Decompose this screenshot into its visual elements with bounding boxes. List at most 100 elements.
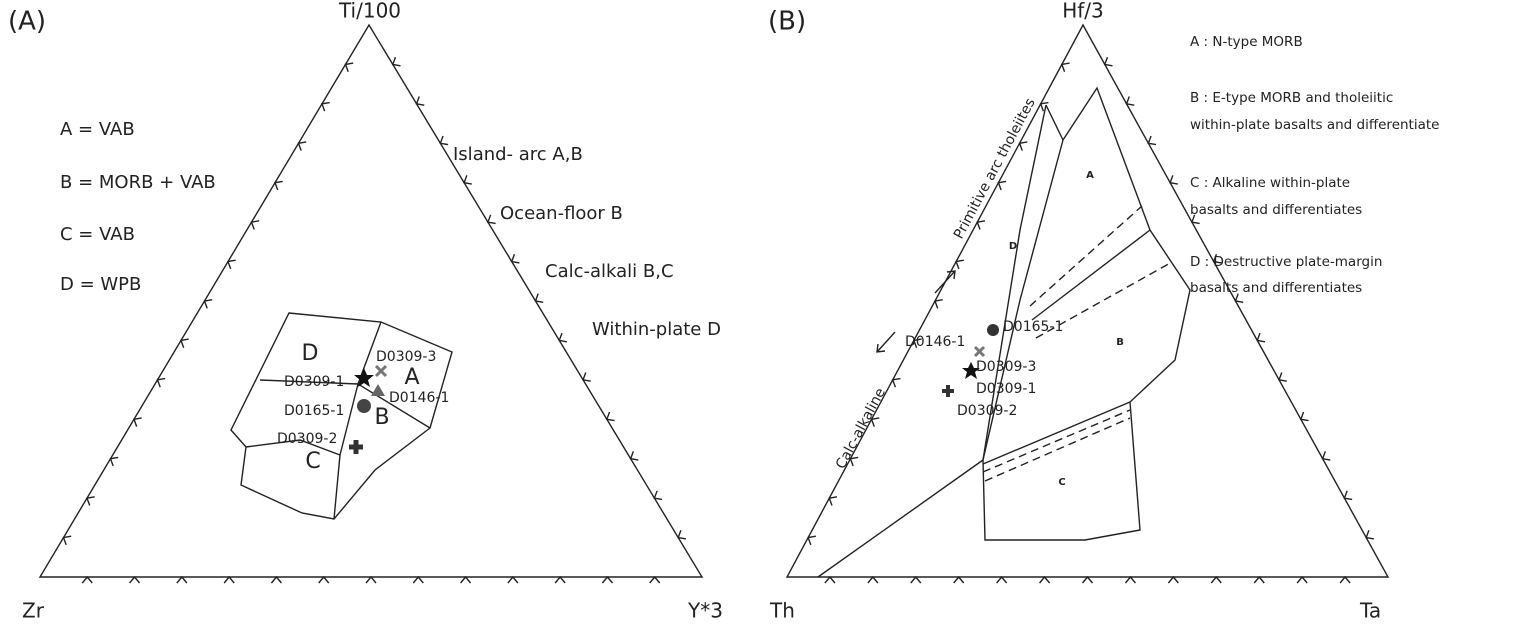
edge-tick bbox=[250, 220, 260, 230]
edge-tick bbox=[86, 496, 95, 506]
edge-tick bbox=[629, 451, 639, 461]
edge-tick bbox=[412, 575, 424, 584]
field-boundary bbox=[259, 379, 359, 385]
setting-text: Island- arc A,B bbox=[453, 144, 583, 165]
apex-label: Y*3 bbox=[687, 599, 723, 623]
sample-marker bbox=[973, 345, 986, 358]
sample-label: D0309-3 bbox=[376, 349, 436, 365]
edge-tick bbox=[321, 101, 330, 112]
edge-tick bbox=[109, 456, 119, 467]
field-boundary bbox=[1029, 205, 1143, 307]
edge-tick bbox=[1103, 56, 1113, 67]
edge-tick bbox=[81, 575, 93, 584]
sample-marker bbox=[374, 364, 388, 378]
apex-label: Zr bbox=[22, 599, 45, 623]
sample-label: D0309-1 bbox=[976, 381, 1036, 397]
edge-tick bbox=[582, 372, 591, 382]
edge-tick bbox=[677, 529, 687, 540]
panel-b: (B) Hf/3 Th Ta A : N-type MORB B : E-typ… bbox=[768, 0, 1439, 623]
edge-tick bbox=[867, 575, 879, 584]
edge-tick bbox=[1039, 101, 1049, 112]
field-boundary bbox=[817, 459, 984, 578]
edge-tick bbox=[439, 135, 449, 146]
sample-label: D0309-2 bbox=[277, 431, 337, 447]
sample-label: D0165-1 bbox=[1003, 319, 1063, 335]
edge-tick bbox=[653, 490, 663, 501]
edge-tick bbox=[1321, 451, 1331, 461]
edge-tick bbox=[807, 535, 816, 546]
sample-marker bbox=[357, 399, 371, 413]
edge-tick bbox=[1190, 214, 1200, 225]
field-label: C bbox=[305, 449, 320, 474]
edge-tick bbox=[1299, 411, 1309, 422]
arrow bbox=[876, 331, 896, 353]
edge-tick bbox=[391, 56, 401, 67]
edge-tick bbox=[1081, 575, 1094, 584]
edge-tick bbox=[605, 411, 615, 422]
field-boundary bbox=[984, 417, 1131, 482]
edge-tick bbox=[1167, 575, 1179, 584]
edge-tick bbox=[1124, 575, 1136, 584]
legend-text: D = WPB bbox=[60, 274, 141, 295]
sample-marker bbox=[354, 368, 374, 387]
legend-text: A : N-type MORB bbox=[1190, 34, 1303, 50]
legend-text: within-plate basalts and differentiate bbox=[1190, 117, 1439, 133]
field-outline bbox=[982, 86, 1191, 541]
edge-tick bbox=[62, 535, 72, 546]
sample-label: D0309-1 bbox=[284, 374, 344, 390]
legend-text: B = MORB + VAB bbox=[60, 172, 216, 193]
edge-tick bbox=[891, 377, 901, 388]
edge-tick bbox=[1125, 96, 1135, 106]
edge-tick bbox=[824, 575, 836, 584]
edge-tick bbox=[507, 575, 519, 584]
field-label: B bbox=[374, 405, 389, 430]
panel-label: (B) bbox=[768, 7, 806, 37]
sample-marker bbox=[371, 384, 385, 396]
apex-label: Th bbox=[769, 599, 795, 623]
edge-tick bbox=[274, 180, 283, 191]
sample-marker bbox=[349, 440, 363, 454]
field-boundary bbox=[982, 409, 1131, 473]
setting-text: Ocean-floor B bbox=[500, 203, 623, 224]
edge-tick bbox=[1234, 293, 1244, 304]
edge-tick bbox=[129, 575, 141, 584]
edge-tick bbox=[934, 298, 943, 309]
field-label: A bbox=[404, 365, 419, 390]
sample-label: D0309-3 bbox=[976, 359, 1036, 375]
edge-tick bbox=[133, 417, 142, 427]
edge-tick bbox=[1210, 575, 1222, 584]
edge-tick bbox=[510, 253, 520, 264]
field-boundary bbox=[982, 104, 1047, 461]
edge-tick bbox=[223, 575, 235, 584]
sample-marker bbox=[962, 362, 980, 379]
apex-label: Ta bbox=[1359, 599, 1381, 623]
edge-tick bbox=[558, 332, 568, 343]
sample-label: D0146-1 bbox=[389, 390, 449, 406]
edge-tick bbox=[976, 220, 986, 230]
edge-tick bbox=[1343, 490, 1353, 501]
edge-tick bbox=[1256, 332, 1266, 343]
edge-tick bbox=[953, 575, 965, 584]
edge-tick bbox=[554, 575, 566, 584]
field-label: C bbox=[1058, 477, 1065, 488]
legend-text: C = VAB bbox=[60, 224, 135, 245]
edge-tick bbox=[649, 575, 661, 584]
edge-tick bbox=[870, 417, 880, 427]
edge-tick bbox=[156, 377, 166, 388]
edge-tick bbox=[365, 575, 377, 584]
edge-tick bbox=[463, 175, 472, 185]
setting-text: Calc-alkali B,C bbox=[545, 261, 674, 282]
setting-text: Within-plate D bbox=[592, 319, 721, 340]
edge-tick bbox=[1212, 253, 1222, 264]
trend-label: Primitive arc tholeiites bbox=[951, 96, 1039, 242]
field-boundary bbox=[245, 439, 341, 456]
edge-tick bbox=[318, 575, 330, 584]
panel-a: (A) Ti/100 Zr Y*3 A = VAB B = MORB + VAB… bbox=[8, 0, 723, 623]
edge-tick bbox=[912, 338, 922, 349]
sample-label: D0146-1 bbox=[905, 334, 965, 350]
edge-tick bbox=[270, 575, 282, 584]
edge-tick bbox=[910, 575, 922, 584]
panel-label: (A) bbox=[8, 7, 46, 37]
edge-tick bbox=[1296, 575, 1308, 584]
trend-label: Calc-alkaline bbox=[833, 386, 889, 472]
